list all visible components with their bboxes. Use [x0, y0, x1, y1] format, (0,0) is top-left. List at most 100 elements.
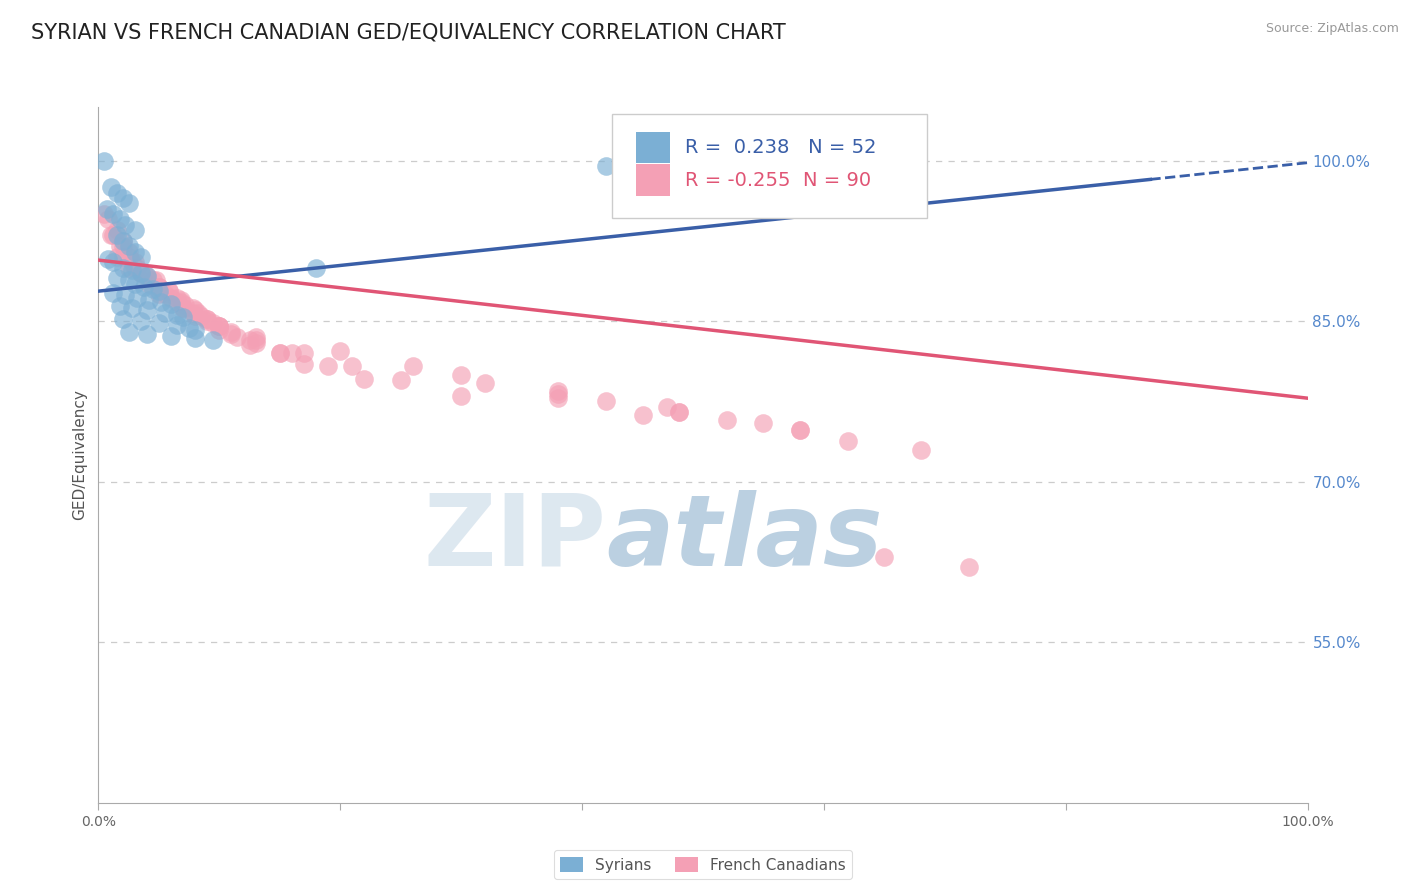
Point	[474, 376, 496, 391]
Point	[148, 287, 170, 301]
Point	[111, 234, 134, 248]
Point	[105, 250, 128, 264]
Text: SYRIAN VS FRENCH CANADIAN GED/EQUIVALENCY CORRELATION CHART: SYRIAN VS FRENCH CANADIAN GED/EQUIVALENC…	[31, 22, 786, 42]
Point	[135, 269, 157, 284]
Point	[134, 266, 156, 280]
Point	[145, 273, 167, 287]
Point	[402, 359, 425, 373]
Point	[450, 389, 472, 403]
Point	[353, 372, 375, 386]
Point	[121, 255, 143, 269]
Point	[668, 405, 690, 419]
Point	[108, 239, 131, 253]
Point	[148, 284, 170, 298]
Point	[789, 423, 811, 437]
Legend: Syrians, French Canadians: Syrians, French Canadians	[554, 850, 852, 879]
Point	[101, 228, 124, 243]
Point	[172, 310, 194, 324]
Point	[169, 294, 191, 309]
Point	[100, 180, 122, 194]
Point	[101, 207, 124, 221]
Point	[124, 244, 146, 259]
Point	[111, 191, 134, 205]
Point	[108, 299, 131, 313]
Point	[135, 303, 157, 318]
Point	[239, 337, 262, 351]
Point	[138, 277, 160, 291]
Point	[124, 223, 146, 237]
Point	[121, 301, 143, 316]
Point	[124, 277, 146, 291]
Point	[595, 159, 617, 173]
Point	[118, 260, 141, 275]
Point	[111, 234, 134, 248]
Point	[127, 291, 149, 305]
Point	[166, 308, 188, 322]
Point	[181, 301, 204, 316]
Point	[752, 416, 775, 430]
Point	[292, 357, 315, 371]
Point	[245, 330, 267, 344]
Point	[221, 325, 243, 339]
Point	[269, 346, 291, 360]
Point	[160, 297, 183, 311]
Point	[124, 255, 146, 269]
Point	[668, 405, 690, 419]
Point	[172, 301, 194, 316]
Point	[127, 260, 149, 275]
Point	[108, 212, 131, 227]
Point	[316, 359, 339, 373]
Point	[342, 359, 364, 373]
Point	[97, 212, 120, 227]
Text: R =  0.238   N = 52: R = 0.238 N = 52	[685, 138, 876, 157]
Point	[245, 335, 267, 350]
Point	[190, 309, 212, 323]
Point	[208, 319, 231, 334]
Text: Source: ZipAtlas.com: Source: ZipAtlas.com	[1265, 22, 1399, 36]
Point	[160, 329, 183, 343]
Point	[172, 301, 194, 316]
Point	[305, 260, 328, 275]
Point	[184, 309, 207, 323]
Point	[716, 412, 738, 426]
Point	[105, 228, 128, 243]
Point	[124, 260, 146, 275]
Point	[547, 391, 569, 405]
Point	[957, 560, 980, 574]
Point	[208, 323, 231, 337]
Point	[873, 549, 896, 564]
Point	[789, 423, 811, 437]
Point	[184, 303, 207, 318]
Point	[96, 202, 118, 216]
Point	[174, 298, 197, 312]
Point	[105, 186, 128, 200]
Point	[655, 400, 678, 414]
Point	[114, 288, 136, 302]
Point	[184, 323, 207, 337]
Point	[118, 244, 141, 259]
Text: atlas: atlas	[606, 490, 883, 587]
Point	[547, 387, 569, 401]
Point	[208, 319, 231, 334]
Point	[187, 305, 209, 319]
Point	[169, 293, 191, 307]
Text: R = -0.255  N = 90: R = -0.255 N = 90	[685, 170, 870, 190]
Point	[118, 250, 141, 264]
Point	[837, 434, 859, 448]
Point	[101, 286, 124, 301]
Point	[105, 271, 128, 285]
FancyBboxPatch shape	[637, 132, 671, 163]
Point	[129, 266, 152, 280]
Y-axis label: GED/Equivalency: GED/Equivalency	[72, 390, 87, 520]
Point	[148, 280, 170, 294]
Point	[202, 334, 225, 348]
Point	[148, 280, 170, 294]
Point	[245, 334, 267, 348]
Point	[118, 196, 141, 211]
Point	[111, 250, 134, 264]
Point	[157, 284, 180, 298]
Point	[148, 316, 170, 330]
Point	[202, 316, 225, 330]
Point	[195, 312, 218, 326]
Point	[221, 326, 243, 341]
